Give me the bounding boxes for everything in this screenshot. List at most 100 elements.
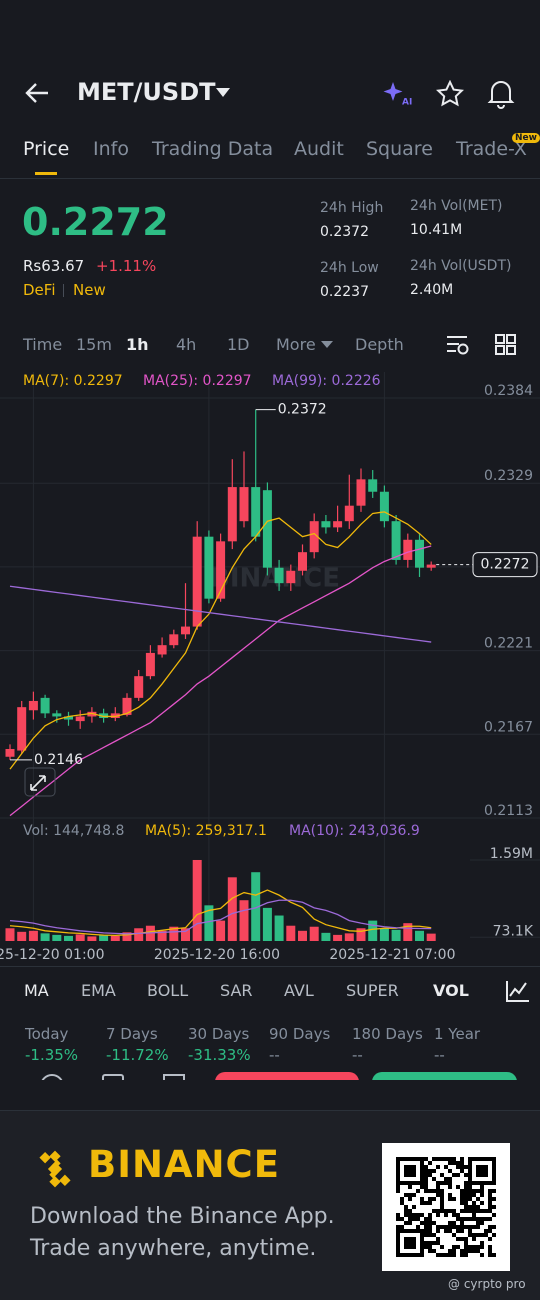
interval-active[interactable]: 1h <box>126 335 149 354</box>
qr-cell <box>468 1245 472 1249</box>
indicator[interactable]: AVL <box>284 981 314 1000</box>
qr-cell <box>436 1181 440 1185</box>
y-tick-label: 0.2167 <box>484 719 533 735</box>
candle-body <box>356 479 366 506</box>
interval[interactable]: Time <box>23 335 63 354</box>
qr-cell <box>436 1185 440 1189</box>
divider <box>0 966 540 967</box>
qr-cell <box>408 1193 412 1197</box>
tab[interactable]: Trading Data <box>152 138 274 160</box>
qr-cell <box>460 1165 464 1169</box>
qr-cell <box>424 1241 428 1245</box>
qr-cell <box>436 1237 440 1241</box>
qr-cell <box>460 1169 464 1173</box>
interval[interactable]: 1D <box>227 335 250 354</box>
volume-bar <box>192 859 202 941</box>
indicator[interactable]: EMA <box>81 981 116 1000</box>
qr-cell <box>436 1229 440 1233</box>
qr-cell <box>448 1193 452 1197</box>
toolbar-icon[interactable] <box>40 1074 64 1080</box>
qr-cell <box>468 1229 472 1233</box>
tab[interactable]: Audit <box>294 138 344 160</box>
interval-more[interactable]: More <box>276 335 316 354</box>
qr-cell <box>464 1165 468 1169</box>
pair[interactable]: MET/USDT <box>77 78 216 106</box>
tag[interactable]: DeFi <box>23 281 56 299</box>
pair-dropdown[interactable] <box>216 88 230 98</box>
tab[interactable]: Info <box>93 138 129 160</box>
indicator[interactable]: SAR <box>220 981 253 1000</box>
qr-cell <box>436 1225 440 1229</box>
tab[interactable]: Trade-X <box>456 138 527 160</box>
tab-indicator <box>35 172 57 175</box>
qr-finder <box>404 1237 416 1249</box>
stat-value: 0.2237 <box>320 284 369 300</box>
qr-cell <box>488 1229 492 1233</box>
qr-cell <box>448 1177 452 1181</box>
qr-cell <box>428 1197 432 1201</box>
qr-cell <box>448 1229 452 1233</box>
candle-body <box>99 713 109 719</box>
qr-cell <box>432 1241 436 1245</box>
candle-body <box>309 521 319 553</box>
candle-body <box>368 479 378 492</box>
qr-cell <box>424 1221 428 1225</box>
last-price: 0.2272 <box>22 200 169 244</box>
favorite[interactable] <box>436 80 464 108</box>
candle-body <box>415 539 424 568</box>
indicator[interactable]: SUPER <box>346 981 399 1000</box>
tag[interactable]: New <box>73 281 106 299</box>
qr-cell <box>452 1157 456 1161</box>
qr-cell <box>420 1201 424 1205</box>
qr-cell <box>460 1209 464 1213</box>
volume-bar <box>28 930 38 941</box>
qr-cell <box>488 1249 492 1253</box>
interval[interactable]: 15m <box>76 335 112 354</box>
interval[interactable]: 4h <box>176 335 197 354</box>
qr-cell <box>436 1209 440 1213</box>
indicator-settings[interactable] <box>506 980 530 1002</box>
qr-cell <box>480 1253 484 1257</box>
qr-cell <box>492 1233 496 1237</box>
qr-cell <box>444 1253 448 1257</box>
qr-cell <box>424 1189 428 1193</box>
tab-price[interactable]: Price <box>23 138 70 160</box>
qr-cell <box>420 1213 424 1217</box>
qr-cell <box>488 1253 492 1257</box>
qr-cell <box>448 1185 452 1189</box>
layout-icon[interactable] <box>495 334 517 356</box>
qr-cell <box>464 1209 468 1213</box>
qr-cell <box>440 1225 444 1229</box>
indicator-active[interactable]: VOL <box>433 981 469 1000</box>
settings-icon[interactable] <box>446 334 470 356</box>
indicator[interactable]: BOLL <box>147 981 189 1000</box>
toolbar-icon[interactable] <box>163 1074 185 1080</box>
stat-label: 24h High <box>320 200 384 216</box>
volume-bar <box>5 928 15 941</box>
volume-bar <box>321 932 331 941</box>
tab[interactable]: Square <box>366 138 433 160</box>
qr-cell <box>424 1185 428 1189</box>
volume-bar <box>403 923 413 941</box>
candle-body <box>286 570 296 584</box>
qr-cell <box>488 1217 492 1221</box>
qr-cell <box>416 1225 420 1229</box>
qr-cell <box>476 1245 480 1249</box>
qr-cell <box>428 1161 432 1165</box>
qr-cell <box>464 1217 468 1221</box>
ai-icon[interactable]: AI <box>382 80 412 108</box>
qr-cell <box>456 1173 460 1177</box>
depth[interactable]: Depth <box>355 335 404 354</box>
qr-cell <box>456 1213 460 1217</box>
buy-button[interactable] <box>372 1072 517 1080</box>
alert[interactable] <box>487 79 515 109</box>
period-value: -31.33% <box>188 1046 251 1060</box>
sell-button[interactable] <box>215 1072 359 1080</box>
qr-cell <box>472 1245 476 1249</box>
back-button[interactable] <box>24 80 50 106</box>
toolbar-icon[interactable] <box>102 1074 124 1080</box>
qr-cell <box>460 1201 464 1205</box>
qr-cell <box>424 1181 428 1185</box>
indicator[interactable]: MA <box>24 981 49 1000</box>
qr-cell <box>484 1217 488 1221</box>
